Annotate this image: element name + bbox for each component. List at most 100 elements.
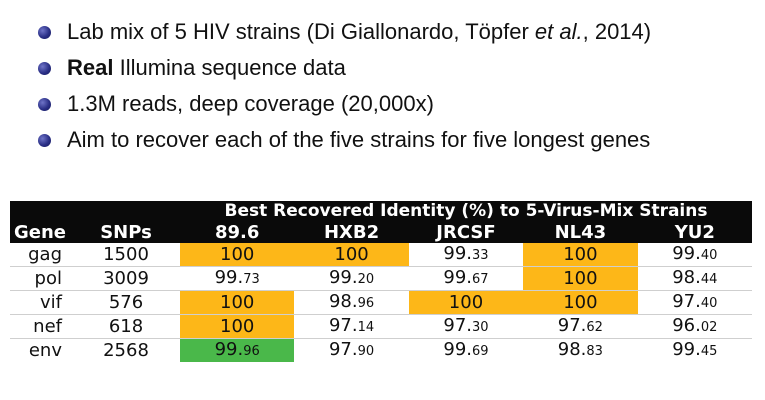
identity-cell: 100 — [180, 290, 295, 315]
results-table: Best Recovered Identity (%) to 5-Virus-M… — [10, 201, 752, 362]
gene-cell: nef — [10, 314, 72, 339]
snps-cell: 1500 — [72, 243, 180, 267]
identity-cell: 100 — [294, 243, 409, 267]
identity-integer: 98. — [557, 339, 587, 360]
identity-integer: 98. — [328, 291, 358, 312]
identity-integer: 99. — [672, 243, 701, 264]
identity-integer: 99. — [443, 243, 473, 264]
identity-integer: 99. — [328, 267, 358, 288]
identity-cell: 99.69 — [409, 339, 523, 363]
identity-decimal: 90 — [357, 344, 375, 359]
identity-cell: 99.33 — [408, 243, 524, 267]
identity-decimal: 14 — [357, 320, 375, 335]
identity-integer: 100 — [563, 244, 598, 265]
identity-integer: 99. — [443, 339, 473, 360]
identity-cell: 97.62 — [523, 314, 638, 339]
bullet-item: Aim to recover each of the five strains … — [38, 122, 651, 158]
identity-cell: 100 — [523, 266, 638, 291]
bullet-item: Real Illumina sequence data — [38, 50, 651, 86]
snps-cell: 3009 — [72, 266, 180, 291]
identity-integer: 97. — [328, 315, 358, 336]
identity-cell: 97.30 — [408, 314, 524, 339]
column-header-strain: JRCSF — [408, 222, 524, 243]
identity-cell: 97.90 — [294, 339, 408, 363]
identity-decimal: 69 — [472, 344, 489, 359]
identity-integer: 97. — [557, 315, 587, 336]
bullet-dot-icon — [38, 133, 51, 147]
identity-integer: 100 — [448, 292, 484, 313]
gene-cell: pol — [10, 266, 72, 291]
identity-integer: 97. — [328, 339, 358, 360]
identity-integer: 100 — [334, 244, 369, 265]
column-header-strain: 89.6 — [180, 222, 295, 243]
identity-decimal: 20 — [357, 272, 375, 287]
identity-decimal: 40 — [700, 296, 718, 311]
identity-cell: 100 — [523, 290, 638, 315]
identity-cell: 99.73 — [180, 266, 295, 291]
bullet-item: 1.3M reads, deep coverage (20,000x) — [38, 86, 651, 122]
identity-cell: 100 — [180, 314, 295, 339]
identity-cell: 97.14 — [294, 314, 409, 339]
identity-cell: 96.02 — [637, 314, 752, 339]
table-super-title: Best Recovered Identity (%) to 5-Virus-M… — [180, 201, 752, 222]
identity-integer: 97. — [672, 291, 701, 312]
bullet-dot-icon — [38, 97, 51, 111]
header-spacer — [10, 201, 180, 222]
bullet-text: Aim to recover each of the five strains … — [67, 127, 651, 152]
identity-decimal: 96 — [243, 344, 260, 359]
table-row: env 2568 99.96 97.90 99.69 98.83 99.45 — [10, 338, 752, 363]
identity-cell: 99.40 — [637, 243, 752, 267]
identity-decimal: 40 — [700, 248, 718, 263]
identity-integer: 98. — [672, 267, 701, 288]
table-super-header-row: Best Recovered Identity (%) to 5-Virus-M… — [10, 201, 752, 222]
identity-cell: 99.20 — [294, 266, 409, 291]
identity-decimal: 30 — [472, 320, 489, 335]
table-row: vif 576 100 98.96 100 100 97.40 — [10, 290, 752, 315]
identity-cell: 100 — [408, 290, 524, 315]
column-header-snps: SNPs — [72, 222, 180, 243]
table-header-row: Gene SNPs 89.6 HXB2 JRCSF NL43 YU2 — [10, 222, 752, 243]
identity-integer: 99. — [443, 267, 473, 288]
identity-decimal: 45 — [700, 344, 718, 359]
bullet-dot-icon — [38, 25, 51, 39]
identity-decimal: 02 — [700, 320, 718, 335]
column-header-strain: NL43 — [523, 222, 638, 243]
identity-cell: 100 — [180, 243, 295, 267]
identity-integer: 100 — [563, 292, 598, 313]
identity-integer: 100 — [220, 292, 255, 313]
identity-cell: 98.96 — [294, 290, 409, 315]
identity-integer: 99. — [214, 267, 244, 288]
table-body: gag 1500 100 100 99.33 100 99.40 pol 3009 99.73 99… — [10, 243, 752, 362]
identity-cell: 99.45 — [638, 339, 752, 363]
identity-decimal: 73 — [243, 272, 260, 287]
bullet-dot-icon — [38, 61, 51, 75]
identity-integer: 100 — [220, 244, 255, 265]
identity-cell: 100 — [523, 243, 638, 267]
gene-cell: gag — [10, 243, 72, 267]
column-header-strain: HXB2 — [294, 222, 409, 243]
snps-cell: 2568 — [103, 340, 149, 361]
identity-cell: 98.83 — [523, 339, 637, 363]
table-row: pol 3009 99.73 99.20 99.67 100 98.44 — [10, 266, 752, 291]
identity-integer: 100 — [220, 316, 255, 337]
identity-decimal: 33 — [472, 248, 489, 263]
identity-integer: 96. — [672, 315, 701, 336]
identity-decimal: 62 — [586, 320, 603, 335]
snps-cell: 618 — [72, 314, 180, 339]
column-header-gene: Gene — [10, 222, 72, 243]
bullet-text: Real Illumina sequence data — [67, 55, 346, 80]
identity-decimal: 96 — [357, 296, 375, 311]
identity-decimal: 83 — [586, 344, 603, 359]
identity-cell: 99.96 — [180, 338, 295, 362]
gene-cell: env — [28, 340, 62, 361]
table-row: gag 1500 100 100 99.33 100 99.40 — [10, 243, 752, 267]
bullet-text: Lab mix of 5 HIV strains (Di Giallonardo… — [67, 19, 652, 44]
column-header-strain: YU2 — [637, 222, 752, 243]
bullet-item: Lab mix of 5 HIV strains (Di Giallonardo… — [38, 14, 651, 50]
identity-integer: 100 — [563, 268, 598, 289]
gene-cell: vif — [10, 290, 72, 315]
identity-cell: 97.40 — [637, 290, 752, 315]
bullet-text: 1.3M reads, deep coverage (20,000x) — [67, 91, 434, 116]
identity-decimal: 67 — [472, 272, 489, 287]
identity-integer: 99. — [214, 339, 244, 360]
